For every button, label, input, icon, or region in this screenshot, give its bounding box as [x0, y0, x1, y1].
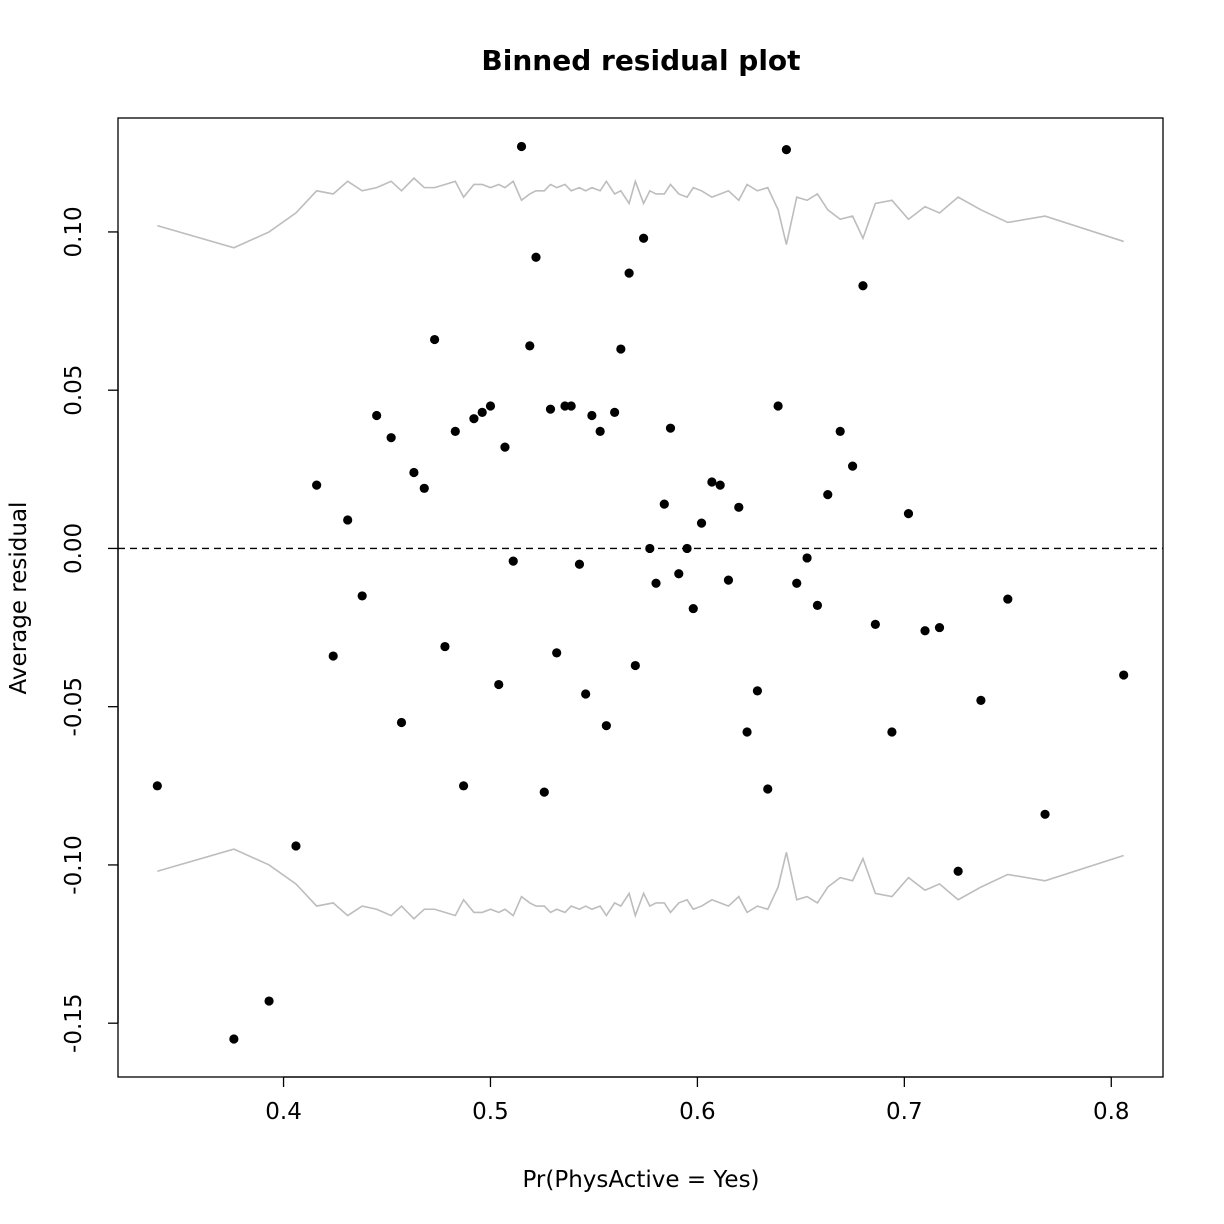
data-point	[651, 578, 661, 588]
data-point	[835, 426, 845, 436]
data-point	[545, 404, 556, 414]
data-point	[552, 648, 562, 658]
data-point	[781, 145, 791, 155]
data-point	[723, 575, 734, 585]
data-point	[792, 578, 802, 588]
data-point	[477, 407, 487, 417]
y-tick-label: -0.05	[61, 677, 87, 737]
data-point	[152, 781, 162, 791]
data-point	[665, 423, 676, 433]
data-point	[581, 689, 591, 699]
chart-title: Binned residual plot	[481, 44, 800, 77]
data-point	[848, 461, 858, 471]
data-point	[976, 695, 986, 705]
data-point	[688, 603, 698, 614]
data-point	[587, 410, 597, 421]
data-point	[601, 721, 611, 731]
data-point	[773, 401, 783, 411]
y-axis: -0.15 -0.10 -0.05 0.00 0.05 0.10	[61, 206, 119, 1053]
data-point	[485, 401, 496, 411]
y-tick-label: 0.00	[61, 523, 87, 574]
data-point	[763, 784, 773, 794]
x-tick-label: 0.4	[265, 1099, 302, 1125]
data-point	[630, 660, 640, 671]
data-point	[440, 641, 450, 652]
data-point	[539, 787, 549, 797]
x-tick-label: 0.7	[886, 1099, 923, 1125]
data-point	[312, 480, 322, 490]
data-point	[715, 480, 725, 490]
y-tick-label: 0.10	[61, 206, 87, 257]
data-point	[595, 426, 605, 436]
y-axis-label: Average residual	[6, 502, 32, 695]
data-point	[616, 344, 626, 354]
data-point	[409, 467, 419, 478]
y-tick-label: 0.05	[61, 365, 87, 416]
data-point	[1119, 670, 1129, 680]
data-point	[430, 334, 440, 345]
lower-band-line	[157, 848, 1124, 920]
data-point	[812, 600, 823, 611]
data-point	[870, 619, 880, 630]
y-tick-label: -0.10	[61, 835, 87, 895]
data-point	[229, 1034, 239, 1044]
data-point	[682, 543, 692, 554]
data-point	[396, 717, 407, 728]
data-point	[953, 866, 963, 876]
x-tick-label: 0.8	[1093, 1099, 1130, 1125]
data-point	[920, 626, 930, 636]
data-point	[610, 407, 620, 417]
data-point	[624, 268, 634, 278]
data-point	[525, 341, 535, 351]
data-point	[574, 559, 585, 569]
data-point	[734, 502, 744, 512]
data-point	[742, 727, 752, 737]
data-point	[696, 518, 707, 528]
data-point	[328, 651, 338, 661]
y-tick-label: -0.15	[61, 993, 87, 1053]
points-layer	[152, 141, 1129, 1044]
data-point	[264, 996, 274, 1006]
data-point	[386, 433, 396, 443]
data-point	[508, 556, 518, 566]
x-tick-label: 0.6	[679, 1099, 716, 1125]
data-point	[500, 442, 510, 452]
data-point	[639, 233, 649, 243]
data-point	[823, 490, 833, 500]
data-point	[858, 281, 868, 291]
confidence-band-layer	[157, 177, 1124, 920]
data-point	[450, 426, 460, 436]
data-point	[887, 727, 897, 737]
data-point	[419, 483, 429, 493]
data-point	[752, 686, 763, 696]
data-point	[1040, 809, 1050, 819]
data-point	[357, 591, 367, 601]
data-point	[458, 781, 469, 791]
data-point	[674, 569, 684, 579]
x-axis-label: Pr(PhysActive = Yes)	[522, 1167, 759, 1193]
data-point	[707, 477, 717, 487]
data-point	[659, 499, 669, 509]
data-point	[516, 141, 527, 152]
data-point	[903, 509, 914, 519]
data-point	[372, 410, 382, 421]
x-tick-label: 0.5	[472, 1099, 509, 1125]
data-point	[291, 841, 301, 851]
data-point	[802, 553, 812, 563]
data-point	[645, 543, 655, 554]
upper-band-line	[157, 177, 1124, 249]
data-point	[531, 252, 541, 262]
data-point	[494, 679, 504, 690]
data-point	[469, 414, 479, 424]
data-point	[934, 622, 945, 633]
data-point	[1003, 594, 1013, 604]
x-axis: 0.4 0.5 0.6 0.7 0.8	[265, 1076, 1130, 1125]
data-point	[566, 401, 576, 411]
data-point	[343, 515, 353, 525]
